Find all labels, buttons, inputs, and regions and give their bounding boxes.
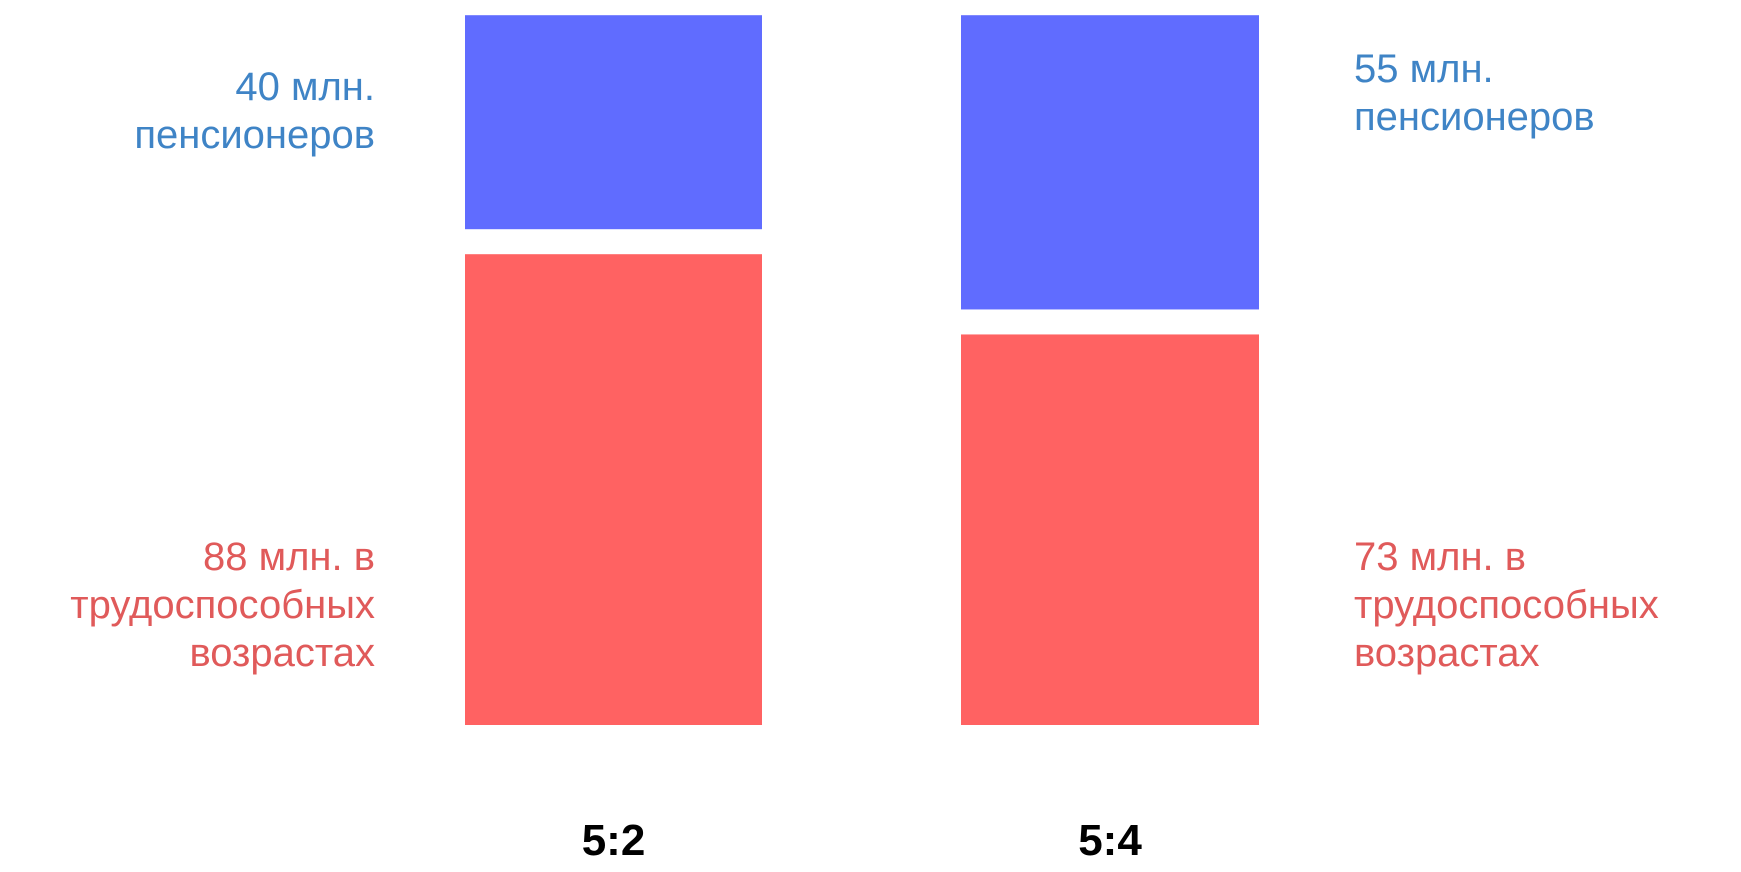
label-pensioners-1: 40 млн. пенсионеров bbox=[134, 65, 375, 157]
bar-pensioners-2 bbox=[961, 15, 1259, 310]
label-pensioners-2: 55 млн. пенсионеров bbox=[1354, 47, 1595, 139]
label-working-age-1: 88 млн. в трудоспособных возрастах bbox=[70, 535, 375, 675]
bar-working-age-2 bbox=[961, 334, 1259, 725]
bar-pensioners-1 bbox=[465, 15, 762, 230]
ratio-label-1: 5:2 bbox=[582, 816, 646, 865]
bar-working-age-1 bbox=[465, 254, 762, 725]
ratio-label-2: 5:4 bbox=[1078, 816, 1142, 865]
label-working-age-2: 73 млн. в трудоспособных возрастах bbox=[1354, 535, 1659, 675]
